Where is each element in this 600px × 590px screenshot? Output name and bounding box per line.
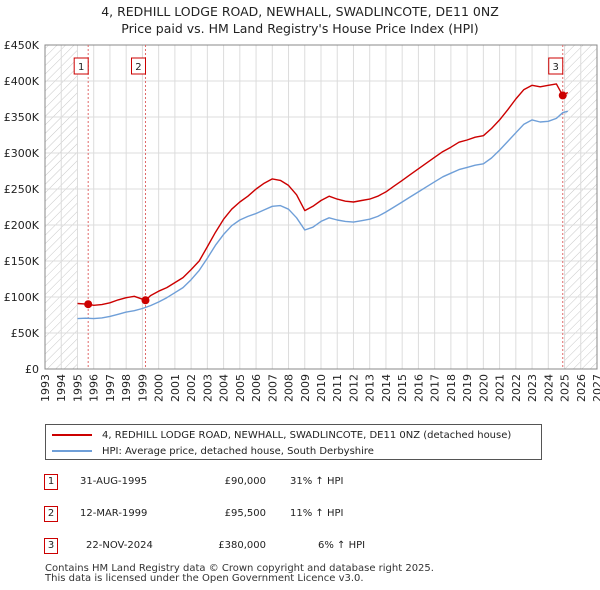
x-tick-label: 1996 — [88, 374, 101, 402]
x-tick-label: 2006 — [250, 374, 263, 402]
legend-label-hpi: HPI: Average price, detached house, Sout… — [102, 445, 374, 457]
legend-swatch-hpi — [52, 450, 92, 452]
transaction-date: 31-AUG-1995 — [80, 476, 148, 487]
y-tick-label: £400K — [4, 75, 40, 88]
footer-licence: This data is licensed under the Open Gov… — [45, 573, 364, 584]
sale-point — [558, 91, 567, 100]
marker-box — [73, 57, 89, 75]
transaction-number: 1 — [44, 474, 58, 490]
x-tick-label: 2019 — [461, 374, 474, 402]
transaction-price: £90,000 — [224, 476, 266, 487]
legend-label-property: 4, REDHILL LODGE ROAD, NEWHALL, SWADLINC… — [102, 429, 512, 441]
x-tick-label: 1993 — [39, 374, 52, 402]
x-tick-label: 2021 — [494, 374, 507, 402]
price-chart: £0 £50K £100K £150K £200K £250K £300K £350K £400… — [4, 39, 600, 402]
y-tick-label: £450K — [4, 39, 40, 52]
transaction-row: 3 22-NOV-2024 £380,000 6% ↑ HPI — [0, 538, 600, 558]
x-tick-label: 2000 — [153, 374, 166, 402]
x-tick-label: 2010 — [315, 374, 328, 402]
y-tick-label: £50K — [11, 327, 40, 340]
sale-point — [84, 300, 93, 309]
x-tick-label: 1998 — [120, 374, 133, 402]
legend: 4, REDHILL LODGE ROAD, NEWHALL, SWADLINC… — [45, 424, 542, 460]
legend-item-hpi: HPI: Average price, detached house, Sout… — [52, 443, 374, 459]
x-tick-label: 2026 — [575, 374, 588, 402]
marker-label: 1 — [78, 62, 84, 73]
transaction-hpi-diff: 6% ↑ HPI — [318, 540, 366, 551]
x-tick-label: 2011 — [331, 374, 344, 402]
marker-label: 2 — [135, 62, 141, 73]
y-tick-label: £250K — [4, 183, 40, 196]
x-tick-label: 2002 — [185, 374, 198, 402]
series-line-hpi — [77, 110, 568, 320]
x-tick-label: 1997 — [104, 374, 117, 402]
x-tick-label: 2025 — [559, 374, 572, 402]
chart-subtitle: Price paid vs. HM Land Registry's House … — [121, 21, 479, 36]
y-tick-label: £0 — [25, 363, 39, 376]
x-tick-label: 2014 — [380, 374, 393, 402]
transaction-row: 2 12-MAR-1999 £95,500 11% ↑ HPI — [0, 506, 600, 526]
x-tick-label: 2001 — [169, 374, 182, 402]
transaction-hpi-diff: 31% ↑ HPI — [290, 476, 344, 487]
x-tick-label: 2003 — [201, 374, 214, 402]
x-tick-label: 2015 — [396, 374, 409, 402]
x-tick-label: 1994 — [55, 374, 68, 402]
marker-box — [130, 57, 146, 75]
transaction-number: 2 — [44, 506, 58, 522]
y-tick-label: £150K — [4, 255, 40, 268]
x-tick-label: 2027 — [591, 374, 600, 402]
legend-swatch-property — [52, 434, 92, 436]
x-tick-label: 2023 — [526, 374, 539, 402]
transaction-price: £95,500 — [224, 508, 266, 519]
y-tick-label: £200K — [4, 219, 40, 232]
transaction-date: 22-NOV-2024 — [86, 540, 153, 551]
x-tick-label: 2016 — [412, 374, 425, 402]
transaction-price: £380,000 — [218, 540, 266, 551]
y-tick-label: £300K — [4, 147, 40, 160]
y-tick-label: £350K — [4, 111, 40, 124]
marker-label: 3 — [553, 62, 559, 73]
x-tick-label: 2018 — [445, 374, 458, 402]
x-tick-label: 2007 — [266, 374, 279, 402]
x-tick-label: 2017 — [429, 374, 442, 402]
y-tick-label: £100K — [4, 291, 40, 304]
x-tick-label: 1995 — [71, 374, 84, 402]
x-tick-label: 2012 — [347, 374, 360, 402]
marker-box — [548, 57, 564, 75]
x-tick-label: 2004 — [218, 374, 231, 402]
transaction-row: 1 31-AUG-1995 £90,000 31% ↑ HPI — [0, 474, 600, 494]
x-tick-label: 2020 — [477, 374, 490, 402]
transaction-number: 3 — [44, 538, 58, 554]
x-tick-label: 2005 — [234, 374, 247, 402]
x-tick-label: 1999 — [136, 374, 149, 402]
chart-title: 4, REDHILL LODGE ROAD, NEWHALL, SWADLINC… — [101, 4, 499, 19]
x-tick-label: 2013 — [364, 374, 377, 402]
sale-point — [141, 296, 150, 305]
plot-frame — [44, 44, 598, 370]
transaction-hpi-diff: 11% ↑ HPI — [290, 508, 344, 519]
footer-copyright: Contains HM Land Registry data © Crown c… — [45, 563, 434, 574]
x-tick-label: 2022 — [510, 374, 523, 402]
x-tick-label: 2009 — [299, 374, 312, 402]
transaction-date: 12-MAR-1999 — [80, 508, 148, 519]
legend-item-property: 4, REDHILL LODGE ROAD, NEWHALL, SWADLINC… — [52, 427, 511, 443]
x-tick-label: 2008 — [283, 374, 296, 402]
x-tick-label: 2024 — [542, 374, 555, 402]
series-line-property — [77, 83, 569, 306]
